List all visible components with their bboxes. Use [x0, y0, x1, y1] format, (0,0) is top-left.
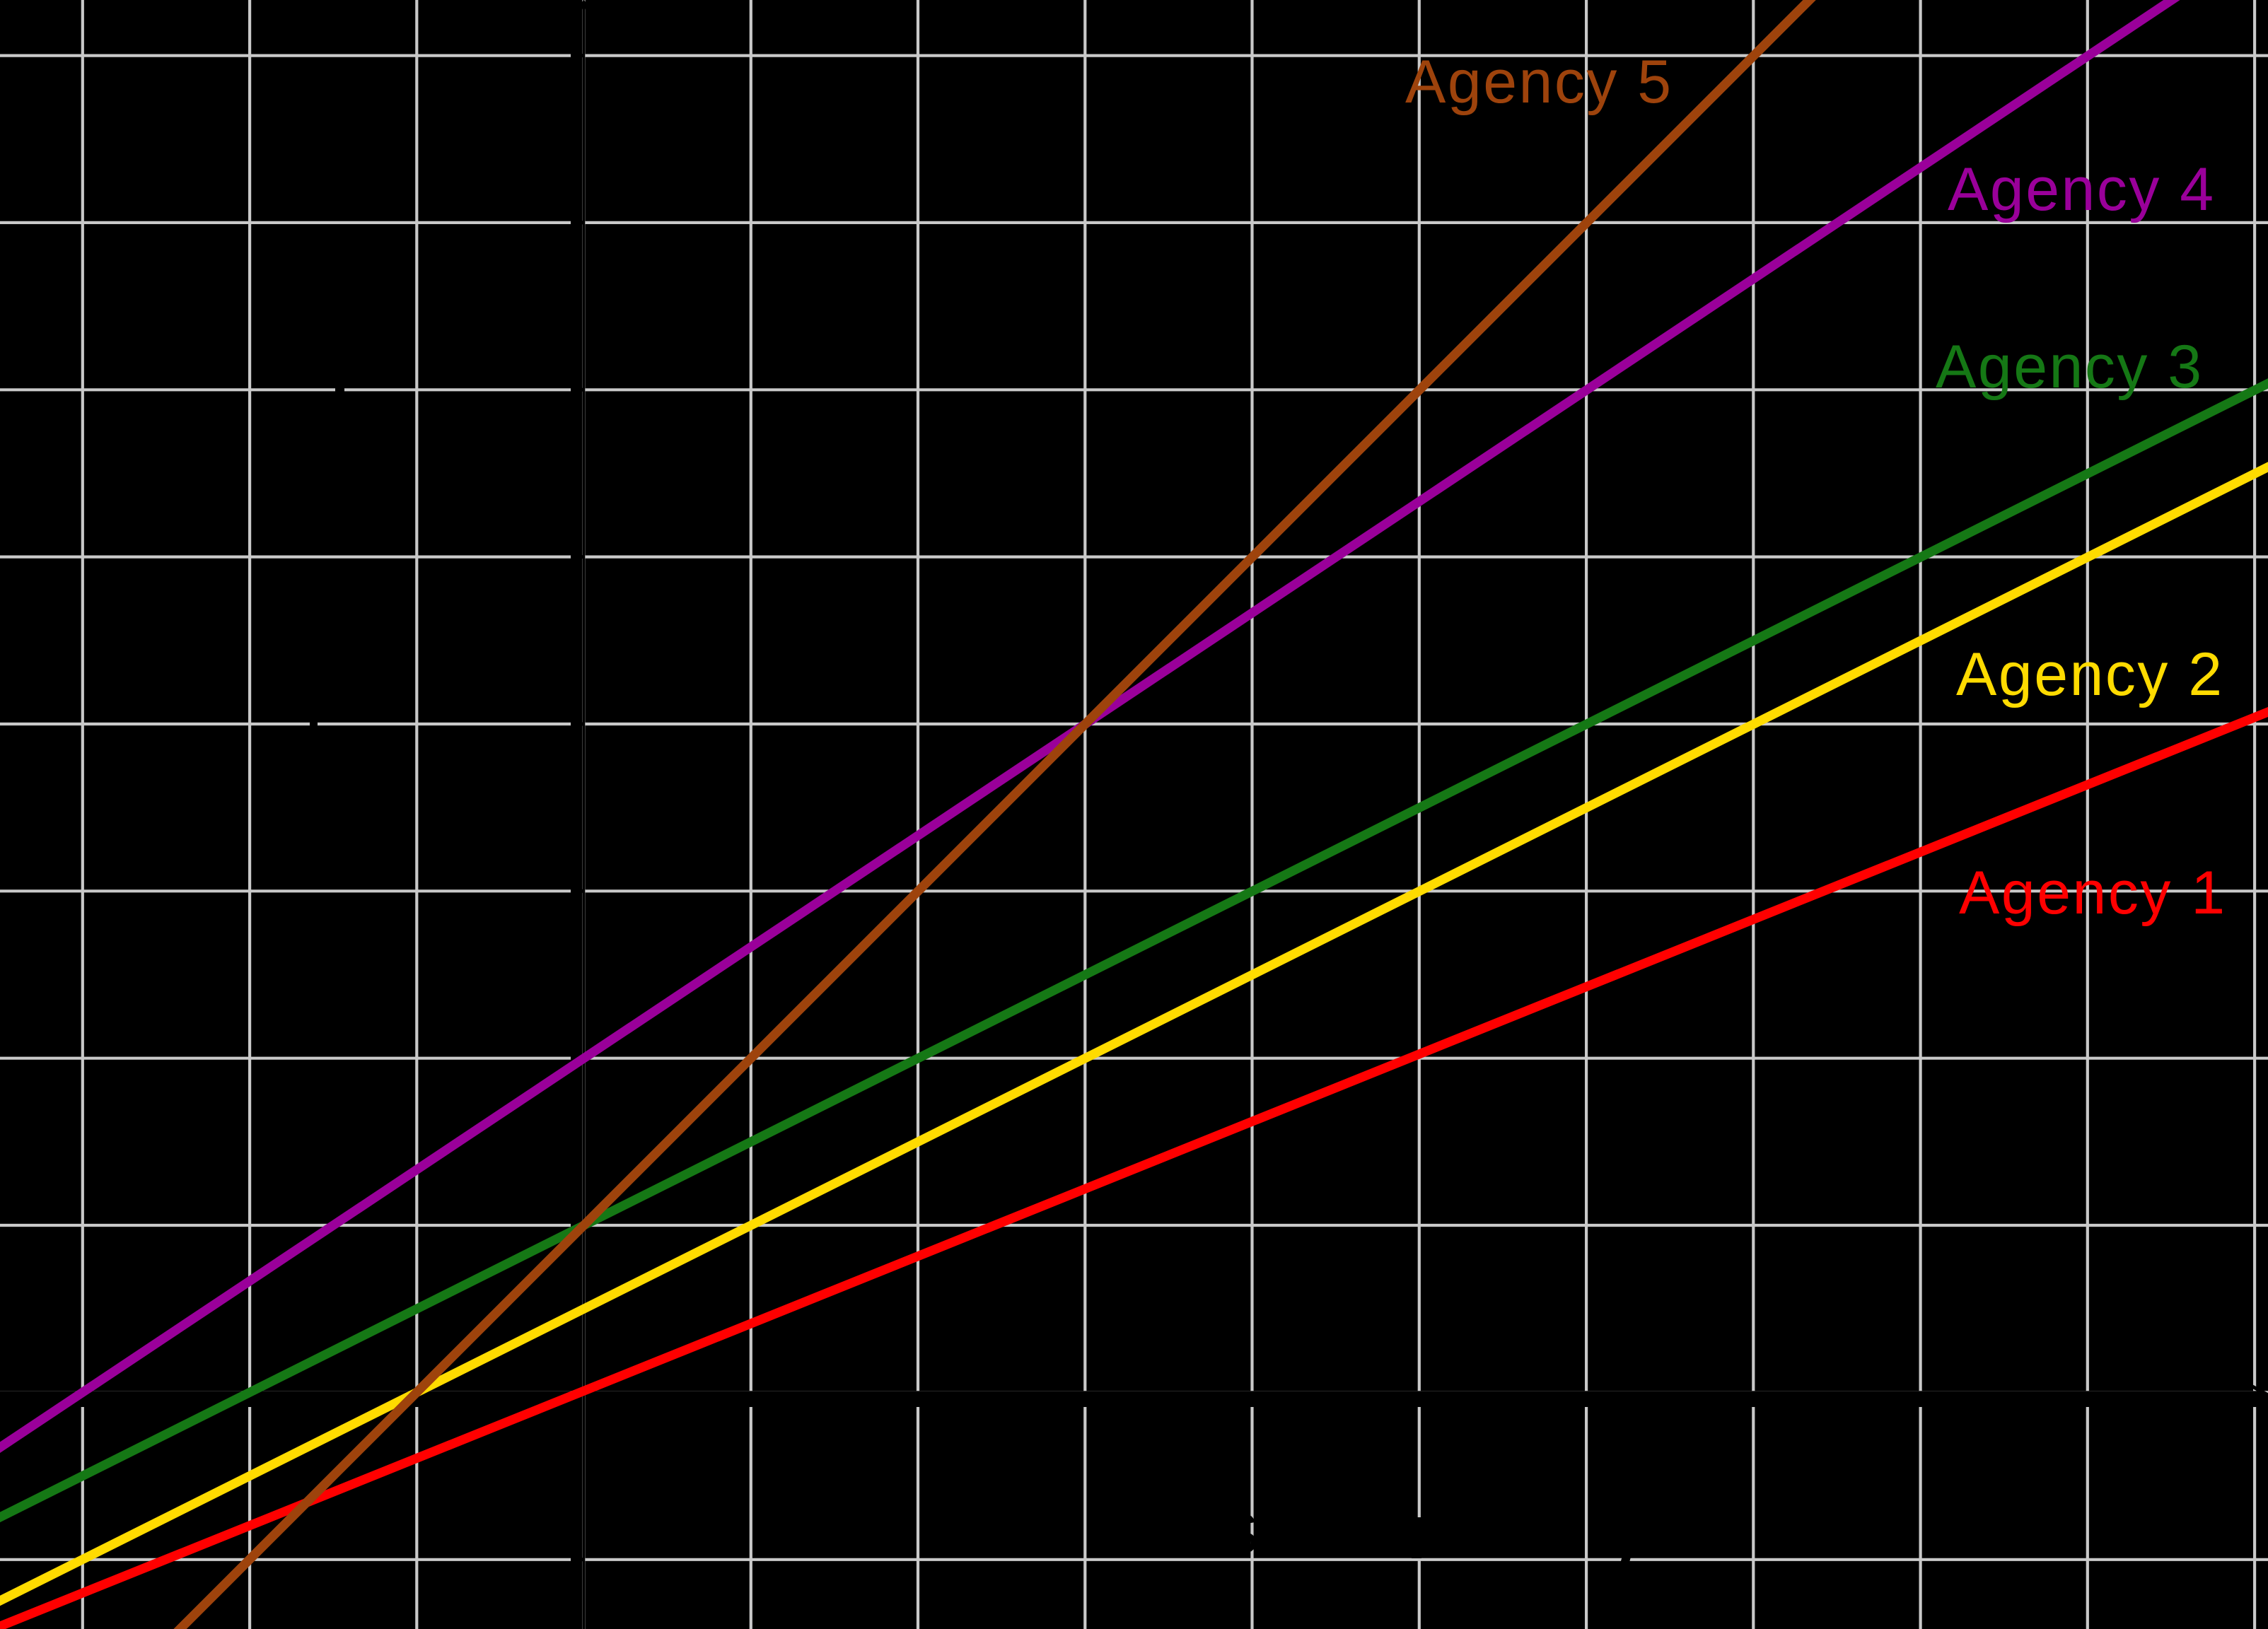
svg-text:Agency 5: Agency 5 — [1405, 48, 1673, 116]
svg-text:Agency 3: Agency 3 — [1936, 333, 2204, 401]
svg-text:Agency 1: Agency 1 — [1959, 859, 2227, 927]
svg-text:Strecke in km: Strecke in km — [1220, 1502, 1571, 1566]
svg-text:Agency 4: Agency 4 — [1948, 156, 2216, 223]
svg-text:Agency 2: Agency 2 — [1956, 641, 2224, 708]
